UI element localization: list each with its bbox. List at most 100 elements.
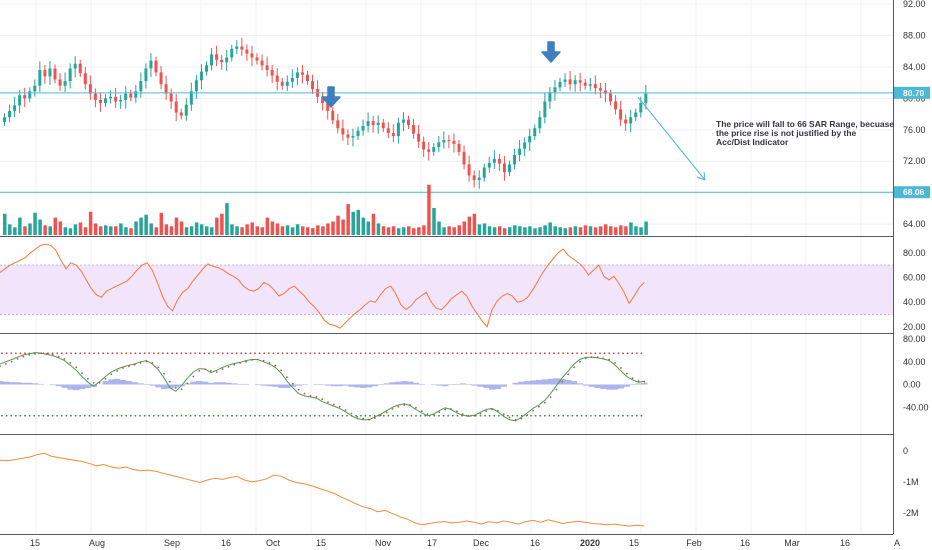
candle-body (563, 79, 567, 82)
osc-hist-bar (213, 382, 220, 385)
osc-hist-bar (84, 384, 92, 388)
lower-dot (97, 414, 100, 417)
osc-d-dot (122, 367, 124, 369)
lower-dot (180, 414, 183, 417)
volume-bar (321, 226, 325, 235)
lower-dot (286, 414, 289, 417)
volume-bar (553, 226, 557, 235)
candle-body (189, 91, 193, 105)
volume-bar (462, 221, 467, 235)
upper-dot (139, 352, 141, 355)
osc-hist-bar (571, 381, 578, 385)
osc-hist-bar (641, 382, 648, 385)
osc-hist-bar (360, 384, 367, 388)
osc-d-dot (186, 382, 189, 385)
osc-hist-bar (61, 384, 68, 388)
osc-d-dot (625, 372, 628, 375)
osc-hist-bar (412, 382, 420, 385)
candle-body (523, 142, 527, 149)
candle-body (194, 80, 198, 92)
candle-body (93, 93, 97, 100)
upper-dot (635, 352, 638, 355)
price-axis[interactable]: 92.0088.0084.0080.0076.0072.0068.0064.00… (894, 0, 930, 518)
lower-dot (451, 414, 454, 417)
lower-dot (392, 414, 394, 417)
osc-hist-bar (582, 384, 590, 386)
candle-body (58, 79, 62, 86)
volume-bar (311, 228, 315, 235)
osc-d-dot (479, 412, 482, 415)
acc-dist-pane[interactable] (0, 452, 645, 527)
candle-body (129, 93, 133, 98)
upper-dot (428, 352, 431, 355)
lower-dot (562, 414, 565, 417)
osc-hist-bar (518, 381, 525, 385)
time-tick-label: 16 (840, 538, 850, 548)
candle-body (528, 136, 532, 143)
candle-body (306, 74, 309, 82)
time-tick-label: 2020 (580, 538, 600, 548)
volume-bar (119, 223, 123, 235)
candle-body (13, 105, 17, 111)
upper-dot (594, 352, 597, 355)
volume-bar (73, 224, 78, 235)
volume-bar (396, 228, 401, 235)
upper-dot (323, 352, 325, 355)
osc-hist-bar (471, 384, 478, 386)
acc-dist-line (0, 452, 645, 527)
volume-bar (23, 226, 27, 235)
osc-hist-bar (483, 384, 490, 388)
candle-body (396, 122, 400, 137)
upper-dot (290, 352, 293, 355)
osc-hist-bar (73, 384, 80, 391)
annotation-text[interactable]: The price will fall to 66 SAR Range, bec… (716, 119, 894, 147)
candle-body (199, 71, 203, 81)
lower-dot (120, 414, 123, 417)
lower-dot (617, 414, 620, 417)
rsi-pane[interactable] (0, 243, 893, 329)
volume-bar (129, 228, 133, 235)
osc-d-dot (491, 408, 493, 411)
lower-dot (484, 414, 486, 417)
osc-hist-bar (448, 384, 455, 386)
osc-hist-bar (629, 384, 636, 386)
osc-d-dot (461, 413, 464, 415)
level-badge-label: 68.06 (903, 187, 925, 197)
upper-dot (19, 352, 22, 355)
lower-dot (106, 414, 109, 417)
osc-d-dot (127, 365, 130, 368)
osc-d-dot (385, 411, 388, 414)
osc-d-dot (145, 360, 148, 363)
osc-hist-bar (377, 384, 384, 386)
upper-dot (51, 352, 54, 355)
volume-bar (508, 227, 512, 235)
upper-dot (474, 352, 477, 355)
lower-dot (19, 414, 22, 417)
osc-d-dot (262, 359, 265, 362)
upper-dot (497, 352, 500, 355)
candle-body (578, 80, 582, 83)
osc-d-dot (51, 354, 54, 356)
lower-dot (111, 414, 114, 417)
volume-bar (295, 224, 300, 235)
osc-d-dot (0, 365, 1, 368)
candle-body (487, 162, 491, 168)
upper-dot (520, 352, 523, 355)
level-badge (894, 186, 930, 199)
osc-d-dot (92, 381, 95, 384)
lower-dot (134, 414, 137, 417)
osc-d-dot (87, 377, 89, 380)
volume-bar (472, 213, 477, 235)
lower-dot (42, 414, 45, 417)
price-pane[interactable] (0, 37, 893, 193)
osc-d-dot (391, 408, 394, 410)
upper-dot (359, 352, 362, 355)
oscillator-pane[interactable] (0, 352, 648, 422)
osc-d-dot (69, 362, 72, 364)
lower-dot (139, 414, 141, 417)
time-axis[interactable]: 15 Aug Sep 16 Oct 15 Nov 17 Dec 16 2020 15 Feb 16 Mar 1… (30, 538, 900, 548)
candle-body (437, 142, 441, 148)
upper-dot (120, 352, 123, 355)
osc-d-dot (192, 375, 195, 378)
volume-bar (149, 223, 153, 235)
